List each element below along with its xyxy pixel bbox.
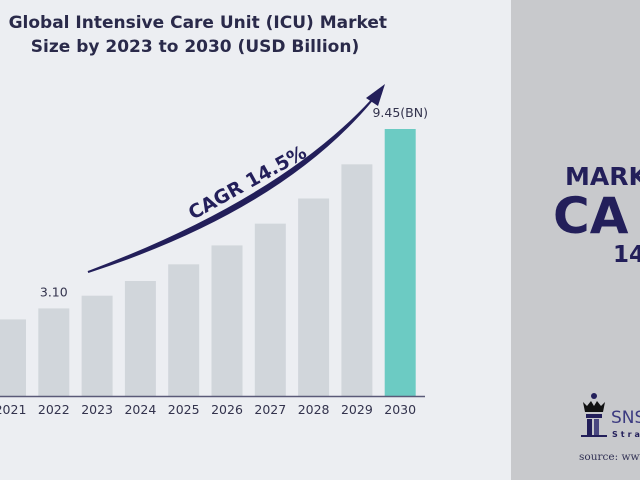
- x-tick-label-2030: 2030: [384, 402, 416, 417]
- x-tick-label-2025: 2025: [168, 402, 200, 417]
- bar-2024: [124, 281, 156, 396]
- side-panel: MARK CA 14 SNS Stra source: www: [511, 0, 640, 480]
- x-tick-label-2022: 2022: [38, 402, 70, 417]
- source-text: source: www: [579, 451, 640, 463]
- logo-text: SNS: [611, 408, 640, 428]
- cagr-label: CAGR 14.5%: [185, 141, 311, 224]
- cagr-arrow-head: [366, 84, 385, 106]
- x-tick-label-2028: 2028: [298, 402, 330, 417]
- logo-rook-icon: [581, 393, 607, 437]
- bar-2027: [254, 223, 286, 396]
- bar-2021: [0, 319, 26, 396]
- x-tick-label-2023: 2023: [81, 402, 113, 417]
- bar-2028: [298, 198, 330, 396]
- x-tick-label-2024: 2024: [124, 402, 156, 417]
- bar-2022: [38, 308, 70, 396]
- bar-2023: [81, 295, 113, 396]
- data-label-2022: 3.10: [40, 284, 68, 299]
- x-tick-label-2029: 2029: [341, 402, 373, 417]
- side-market-text: MARK: [565, 162, 640, 191]
- bar-2026: [211, 245, 243, 396]
- bar-chart: Global Intensive Care Unit (ICU) Market …: [0, 13, 428, 417]
- bar-2029: [341, 164, 373, 396]
- logo-subtext: Stra: [612, 430, 640, 439]
- x-tick-label-2021: 2021: [0, 402, 26, 417]
- x-tick-label-2027: 2027: [254, 402, 286, 417]
- x-tick-label-2026: 2026: [211, 402, 243, 417]
- bar-2025: [168, 264, 200, 396]
- side-cagr-text: CA: [553, 187, 629, 245]
- side-value-text: 14: [613, 242, 640, 268]
- chart-title-line-2: Size by 2023 to 2030 (USD Billion): [31, 37, 359, 57]
- bar-2030: [384, 129, 416, 396]
- chart-title-line-1: Global Intensive Care Unit (ICU) Market: [9, 13, 387, 33]
- data-label-2030: 9.45(BN): [372, 105, 428, 120]
